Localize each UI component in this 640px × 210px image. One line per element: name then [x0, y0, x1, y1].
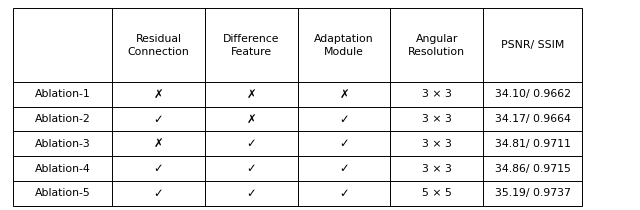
Text: Adaptation
Module: Adaptation Module — [314, 34, 374, 57]
Text: 3 × 3: 3 × 3 — [422, 114, 452, 124]
Text: 34.17/ 0.9664: 34.17/ 0.9664 — [495, 114, 571, 124]
Text: 3 × 3: 3 × 3 — [422, 139, 452, 149]
Text: Ablation-4: Ablation-4 — [35, 164, 90, 174]
Text: 34.81/ 0.9711: 34.81/ 0.9711 — [495, 139, 571, 149]
Text: ✗: ✗ — [154, 88, 163, 101]
Text: Ablation-1: Ablation-1 — [35, 89, 90, 99]
Text: 35.19/ 0.9737: 35.19/ 0.9737 — [495, 188, 571, 198]
Text: ✓: ✓ — [154, 187, 163, 200]
Text: ✓: ✓ — [246, 162, 256, 175]
Text: Ablation-3: Ablation-3 — [35, 139, 90, 149]
Text: ✗: ✗ — [339, 88, 349, 101]
Text: 34.86/ 0.9715: 34.86/ 0.9715 — [495, 164, 571, 174]
Text: PSNR/ SSIM: PSNR/ SSIM — [501, 40, 564, 50]
Text: Ablation-5: Ablation-5 — [35, 188, 90, 198]
Text: ✗: ✗ — [246, 88, 256, 101]
Text: ✓: ✓ — [339, 162, 349, 175]
Text: ✓: ✓ — [339, 137, 349, 150]
Text: ✓: ✓ — [339, 187, 349, 200]
Text: Angular
Resolution: Angular Resolution — [408, 34, 465, 57]
Text: 3 × 3: 3 × 3 — [422, 164, 452, 174]
Text: 3 × 3: 3 × 3 — [422, 89, 452, 99]
Text: ✓: ✓ — [246, 137, 256, 150]
Text: ✓: ✓ — [246, 187, 256, 200]
Text: ✓: ✓ — [339, 113, 349, 126]
Text: Ablation-2: Ablation-2 — [35, 114, 90, 124]
Text: ✗: ✗ — [154, 137, 163, 150]
Text: 34.10/ 0.9662: 34.10/ 0.9662 — [495, 89, 571, 99]
Bar — [13, 8, 582, 206]
Text: Residual
Connection: Residual Connection — [127, 34, 189, 57]
Text: ✓: ✓ — [154, 162, 163, 175]
Text: 5 × 5: 5 × 5 — [422, 188, 452, 198]
Text: ✗: ✗ — [246, 113, 256, 126]
Text: Difference
Feature: Difference Feature — [223, 34, 280, 57]
Text: ✓: ✓ — [154, 113, 163, 126]
